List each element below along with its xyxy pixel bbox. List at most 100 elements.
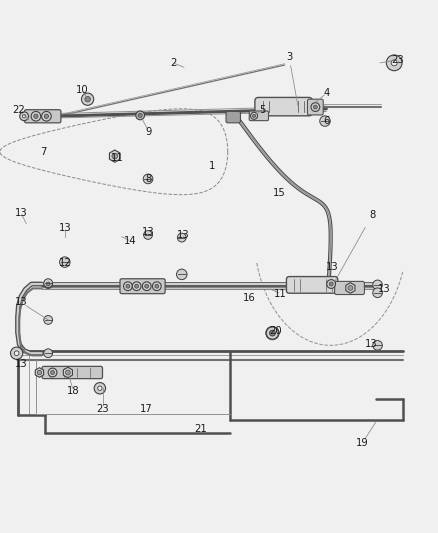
Circle shape [251,112,258,119]
Circle shape [44,316,53,324]
Text: 23: 23 [97,404,109,414]
FancyBboxPatch shape [307,99,323,115]
Circle shape [37,370,42,375]
FancyBboxPatch shape [226,111,240,123]
FancyBboxPatch shape [42,366,102,378]
Text: 9: 9 [146,127,152,136]
Circle shape [266,327,279,340]
Text: 13: 13 [378,284,391,294]
Circle shape [44,280,53,288]
Text: 11: 11 [274,289,287,298]
Text: 1: 1 [209,161,215,171]
Circle shape [152,282,161,290]
Text: 3: 3 [286,52,292,62]
Circle shape [144,231,152,239]
Circle shape [327,280,336,288]
FancyBboxPatch shape [249,111,268,120]
Circle shape [252,114,256,117]
Circle shape [42,111,51,121]
Text: 15: 15 [273,188,286,198]
Text: 2: 2 [170,58,176,68]
Circle shape [314,105,317,109]
Polygon shape [64,367,72,378]
Circle shape [44,349,53,358]
Circle shape [142,282,151,290]
Circle shape [270,330,275,336]
Text: 8: 8 [369,210,375,220]
Circle shape [391,60,397,66]
Circle shape [20,112,28,120]
Text: 16: 16 [242,293,255,303]
Circle shape [143,174,153,184]
Circle shape [85,96,90,102]
Text: 21: 21 [194,424,207,434]
Circle shape [329,282,333,286]
FancyBboxPatch shape [255,98,312,116]
Text: 8: 8 [146,174,152,184]
Circle shape [60,257,70,268]
Circle shape [155,284,159,288]
Circle shape [320,116,330,126]
Text: 13: 13 [15,297,27,308]
Circle shape [373,341,382,350]
Text: 18: 18 [67,386,80,397]
Circle shape [44,114,49,118]
Text: 12: 12 [58,258,71,268]
Circle shape [31,111,41,121]
Text: 13: 13 [59,223,71,233]
FancyBboxPatch shape [120,279,165,294]
Circle shape [177,269,187,280]
Circle shape [124,282,132,290]
Text: 10: 10 [76,85,88,95]
FancyBboxPatch shape [286,277,338,293]
Circle shape [14,351,19,356]
Text: 11: 11 [111,153,124,163]
Circle shape [386,55,402,71]
Circle shape [66,370,70,375]
Circle shape [177,233,186,242]
Circle shape [11,347,23,359]
Text: 14: 14 [124,236,137,246]
Text: 22: 22 [12,104,25,115]
Circle shape [132,282,141,290]
Circle shape [94,383,106,394]
Circle shape [311,103,320,111]
Text: 13: 13 [15,359,27,369]
Circle shape [269,330,276,336]
Circle shape [373,288,382,297]
Circle shape [81,93,94,106]
Circle shape [34,114,38,118]
Text: 23: 23 [392,55,404,65]
Text: 7: 7 [41,147,47,157]
Polygon shape [110,150,120,162]
Polygon shape [35,368,44,377]
Text: 13: 13 [142,228,154,237]
Circle shape [145,284,149,288]
Circle shape [126,284,130,288]
Circle shape [22,115,26,118]
Circle shape [348,286,353,290]
Circle shape [50,370,55,375]
FancyBboxPatch shape [335,281,364,295]
Circle shape [44,279,53,287]
Text: 13: 13 [177,230,189,240]
Circle shape [266,327,279,339]
Circle shape [46,282,50,286]
Circle shape [48,368,57,377]
Text: 20: 20 [269,326,281,336]
Circle shape [136,111,145,120]
Circle shape [138,114,142,117]
Text: 6: 6 [323,116,329,126]
Circle shape [373,280,382,290]
Text: 13: 13 [15,208,27,218]
Text: 13: 13 [365,340,378,350]
Text: 19: 19 [356,438,369,448]
Circle shape [135,284,138,288]
Polygon shape [346,282,355,293]
Text: 13: 13 [326,262,338,271]
Text: 5: 5 [260,104,266,115]
Text: 17: 17 [140,404,153,414]
Circle shape [112,154,117,159]
Circle shape [98,386,102,391]
FancyBboxPatch shape [25,110,61,123]
